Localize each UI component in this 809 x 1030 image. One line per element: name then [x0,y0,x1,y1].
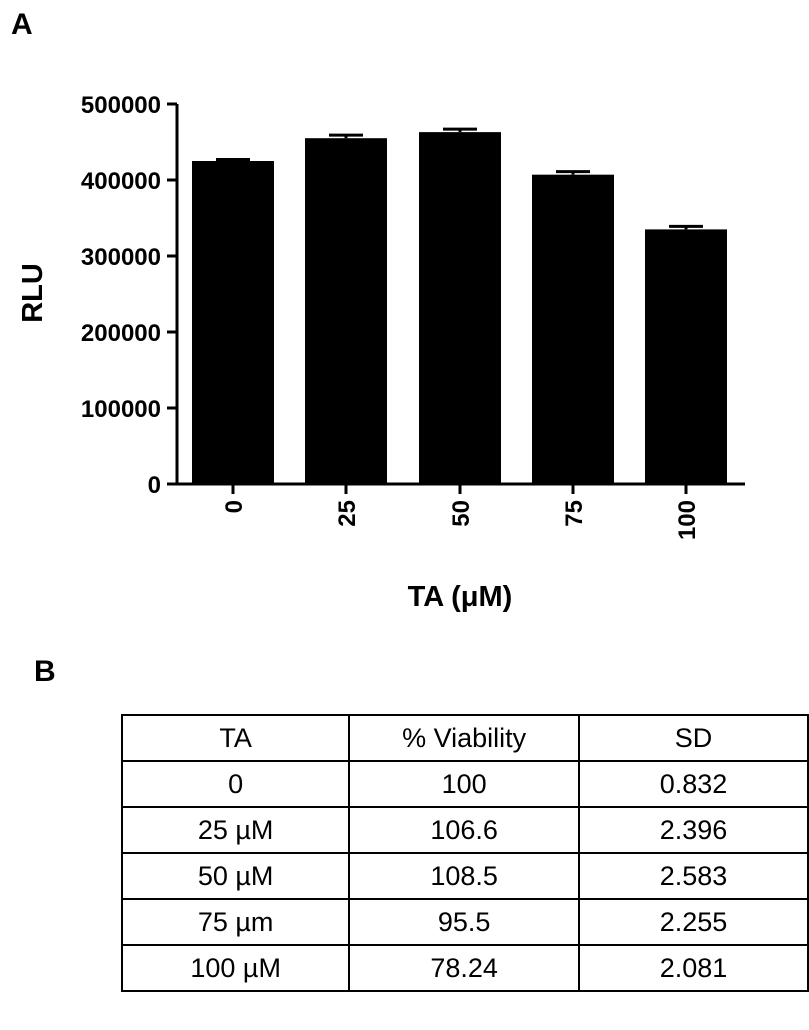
y-tick-label: 200000 [81,320,161,347]
table-cell: 100 µM [120,944,351,992]
bar [532,174,614,484]
bar [645,229,727,484]
bar-chart: 0 100000 200000 300000 400000 500000 0 25 50 75 1… [17,92,745,613]
table-row: 100 µM 78.24 2.081 [120,944,809,992]
table-row: 50 µM 108.5 2.583 [120,852,809,900]
bar [305,138,387,484]
x-tick-label: 25 [334,500,361,527]
x-tick-label: 75 [561,500,588,527]
table-cell: 2.081 [578,944,809,992]
panel-label-a: A [11,8,33,41]
panel-label-b: B [34,655,56,688]
y-axis-title: RLU [17,263,49,323]
table-cell: 78.24 [348,944,581,992]
table-row: 25 µM 106.6 2.396 [120,806,809,854]
x-axis: 0 25 50 75 100 [176,482,745,540]
table-header-cell: TA [120,714,351,762]
x-tick-label: 100 [674,500,701,540]
table-cell: 106.6 [348,806,581,854]
table-cell: 25 µM [120,806,351,854]
x-axis-title: TA (μM) [408,581,513,613]
bar [419,132,501,484]
table-header-cell: % Viability [348,714,581,762]
table-row: 75 µm 95.5 2.255 [120,898,809,946]
y-tick-label: 400000 [81,168,161,195]
x-tick-label: 50 [448,500,475,527]
table-header-cell: SD [578,714,809,762]
y-tick-label: 500000 [81,92,161,119]
table-cell: 2.255 [578,898,809,946]
x-tick-label: 0 [221,500,248,513]
viability-table: TA % Viability SD 0 100 0.832 25 µM 106.… [120,714,809,992]
table-cell: 108.5 [348,852,581,900]
table-cell: 75 µm [120,898,351,946]
table-cell: 2.396 [578,806,809,854]
table-cell: 100 [348,760,581,808]
bar [192,161,274,484]
table-cell: 50 µM [120,852,351,900]
table-row: 0 100 0.832 [120,760,809,808]
table-cell: 0 [120,760,351,808]
y-tick-label: 100000 [81,396,161,423]
table-cell: 0.832 [578,760,809,808]
table-header-row: TA % Viability SD [120,714,809,762]
table-cell: 95.5 [348,898,581,946]
table-cell: 2.583 [578,852,809,900]
bars [192,127,727,484]
y-axis: 0 100000 200000 300000 400000 500000 [81,92,179,499]
y-tick-label: 0 [148,472,161,499]
y-tick-label: 300000 [81,244,161,271]
